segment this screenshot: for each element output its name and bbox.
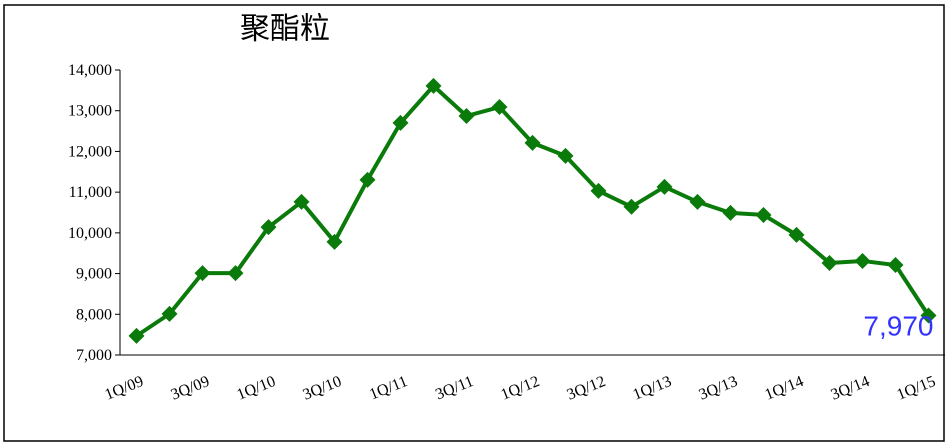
marker [293,193,310,210]
marker [590,182,607,199]
marker [194,265,211,282]
chart-title: 聚酯粒 [240,12,330,47]
marker [887,257,904,274]
marker [524,134,541,151]
marker [491,99,508,116]
marker [854,252,871,269]
x-tick-label: 1Q/09 [103,373,146,404]
marker [557,147,574,164]
marker [689,193,706,210]
marker [722,204,739,221]
x-tick-label: 1Q/12 [499,373,542,404]
marker [425,77,442,94]
y-tick-label: 7,000 [76,347,112,364]
x-tick-label: 3Q/12 [565,373,608,404]
y-tick-label: 13,000 [68,103,112,120]
marker [920,307,937,324]
marker [128,327,145,344]
marker [326,233,343,250]
x-tick-label: 3Q/09 [169,373,212,404]
marker [623,198,640,215]
y-tick-label: 11,000 [69,184,112,201]
line [135,83,931,338]
y-tick-label: 12,000 [68,143,112,160]
y-tick-label: 9,000 [76,266,112,283]
marker [227,265,244,282]
x-tick-label: 1Q/13 [631,373,674,404]
y-tick-label: 14,000 [68,62,112,79]
y-tick-label: 10,000 [68,225,112,242]
frame [3,4,945,442]
value-label: 7,970 [863,311,933,342]
marker [392,114,409,131]
marker [458,108,475,125]
x-tick-label: 1Q/15 [895,373,938,404]
y-tick-label: 8,000 [76,306,112,323]
marker [755,206,772,223]
x-tick-label: 3Q/13 [697,373,740,404]
marker [788,226,805,243]
x-tick-label: 3Q/11 [433,373,476,404]
marker [821,254,838,271]
marker [359,171,376,188]
marker [260,219,277,236]
x-tick-label: 1Q/14 [763,373,806,404]
marker [656,178,673,195]
marker [161,305,178,322]
x-tick-label: 3Q/14 [829,373,872,404]
x-tick-label: 1Q/10 [235,373,278,404]
x-tick-label: 1Q/11 [367,373,410,404]
x-tick-label: 3Q/10 [301,373,344,404]
